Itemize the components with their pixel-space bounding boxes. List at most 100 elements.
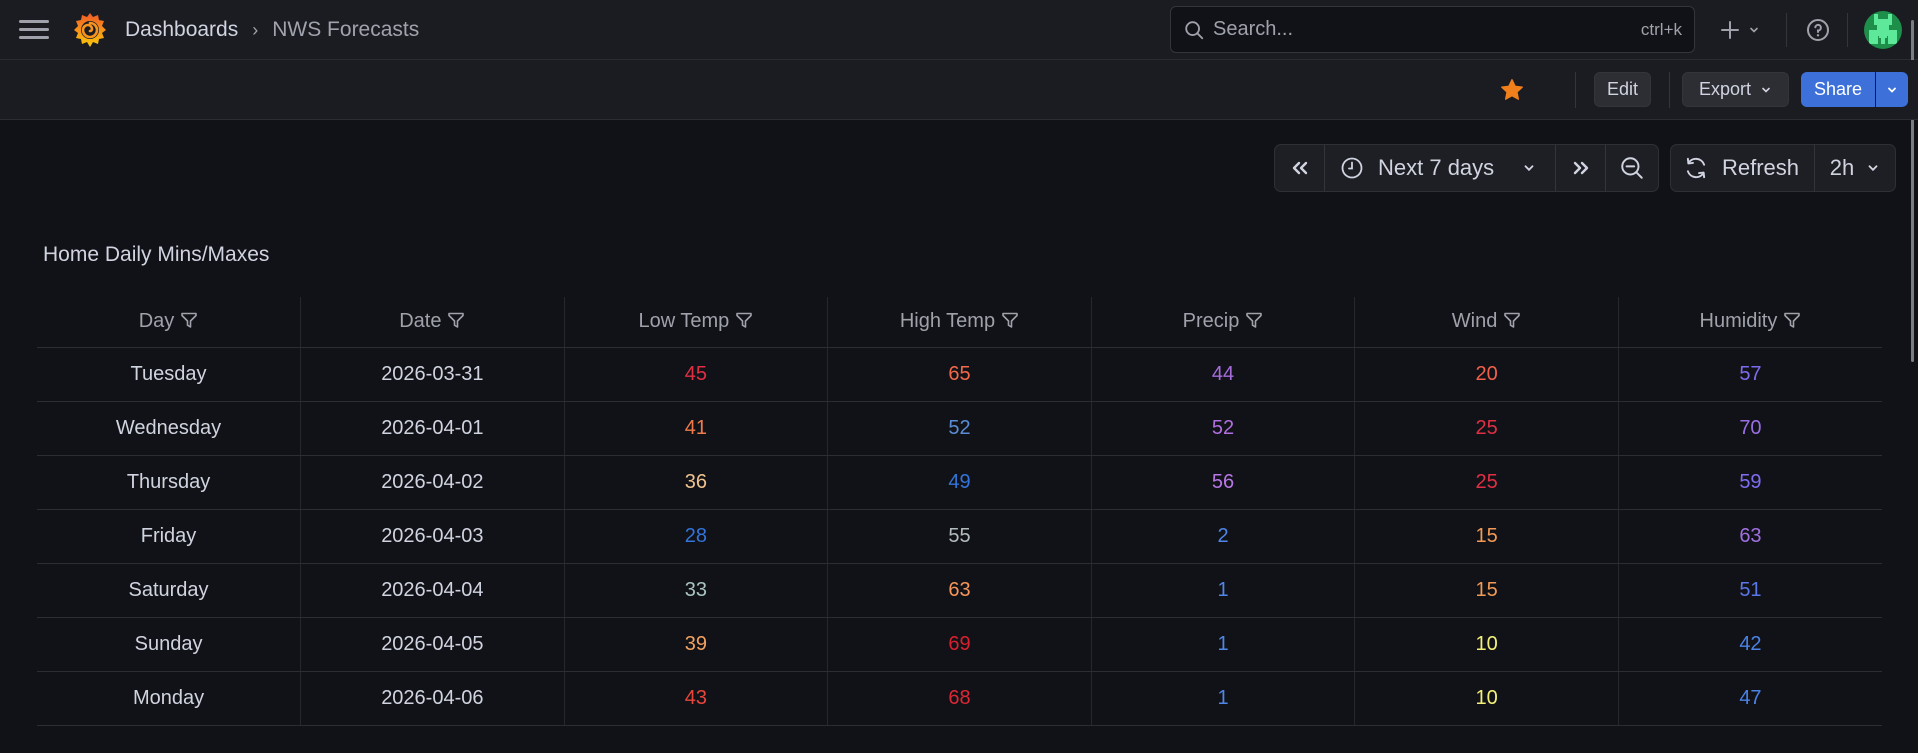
filter-icon[interactable] [735, 311, 753, 329]
cell-humidity: 42 [1617, 617, 1882, 672]
cell-wind: 25 [1354, 455, 1619, 510]
cell-humidity: 57 [1617, 347, 1882, 402]
filter-icon[interactable] [180, 311, 198, 329]
filter-icon[interactable] [1001, 311, 1019, 329]
filter-icon[interactable] [1503, 311, 1521, 329]
table-row: Saturday 2026-04-04 33 63 1 15 51 [37, 563, 1882, 618]
table-row: Sunday 2026-04-05 39 69 1 10 42 [37, 617, 1882, 672]
cell-humidity: 63 [1617, 509, 1882, 564]
search-shortcut-hint: ctrl+k [1640, 19, 1682, 39]
search-placeholder: Search... [1213, 18, 1294, 40]
chevron-down-icon [1868, 165, 1878, 172]
zoom-out-time-button[interactable] [1606, 145, 1658, 191]
cell-date: 2026-04-05 [300, 617, 565, 672]
share-button[interactable]: Share [1801, 72, 1875, 107]
time-range-label: Next 7 days [1378, 155, 1495, 180]
column-header-low-temp[interactable]: Low Temp [563, 297, 828, 348]
edit-button[interactable]: Edit [1594, 72, 1651, 107]
chevron-down-icon [1750, 27, 1758, 33]
cell-date: 2026-03-31 [300, 347, 565, 402]
time-range-dropdown[interactable]: Next 7 days [1325, 145, 1556, 191]
cell-humidity: 47 [1617, 671, 1882, 726]
filter-icon[interactable] [447, 311, 465, 329]
cell-low: 45 [563, 347, 828, 402]
cell-precip: 2 [1090, 509, 1355, 564]
table-row: Tuesday 2026-03-31 45 65 44 20 57 [37, 347, 1882, 402]
user-avatar[interactable] [1864, 11, 1902, 49]
time-shift-back-button[interactable] [1275, 145, 1325, 191]
table-header-row: Day Date Low Temp High Temp Precip Wind … [37, 297, 1882, 348]
cell-precip: 56 [1090, 455, 1355, 510]
star-icon [1501, 79, 1523, 100]
cell-wind: 25 [1354, 401, 1619, 456]
cell-humidity: 70 [1617, 401, 1882, 456]
panel-title: Home Daily Mins/Maxes [43, 243, 270, 266]
page-scrollbar[interactable] [1911, 20, 1914, 362]
hamburger-menu-icon[interactable] [19, 19, 49, 41]
export-button[interactable]: Export [1682, 72, 1789, 107]
cell-wind: 10 [1354, 671, 1619, 726]
cell-precip: 1 [1090, 671, 1355, 726]
cell-high: 69 [827, 617, 1092, 672]
divider [1786, 13, 1787, 47]
top-navbar: Dashboards › NWS Forecasts Search... ctr… [0, 0, 1918, 60]
column-header-label: High Temp [899, 310, 996, 333]
refresh-button[interactable]: Refresh [1671, 145, 1815, 191]
table-row: Wednesday 2026-04-01 41 52 52 25 70 [37, 401, 1882, 456]
cell-date: 2026-04-03 [300, 509, 565, 564]
cell-humidity: 51 [1617, 563, 1882, 618]
cell-precip: 1 [1090, 617, 1355, 672]
cell-low: 28 [563, 509, 828, 564]
breadcrumb-current-page: NWS Forecasts [272, 18, 420, 41]
search-icon [1185, 20, 1204, 39]
plus-icon [1721, 21, 1739, 39]
cell-day: Friday [37, 509, 301, 564]
breadcrumb-dashboards-link[interactable]: Dashboards [125, 18, 239, 41]
filter-icon[interactable] [1783, 311, 1801, 329]
cell-low: 33 [563, 563, 828, 618]
grafana-logo-icon[interactable] [72, 11, 108, 49]
cell-high: 68 [827, 671, 1092, 726]
double-chevron-left-icon [1292, 161, 1307, 175]
refresh-interval-value: 2h [1829, 155, 1855, 180]
add-new-button[interactable] [1715, 13, 1765, 47]
column-header-label: Low Temp [638, 310, 730, 333]
refresh-label: Refresh [1722, 155, 1800, 180]
column-header-high-temp[interactable]: High Temp [827, 297, 1092, 348]
column-header-date[interactable]: Date [300, 297, 565, 348]
breadcrumb-separator-icon: › [252, 19, 259, 40]
cell-day: Thursday [37, 455, 301, 510]
table-row: Monday 2026-04-06 43 68 1 10 47 [37, 671, 1882, 726]
refresh-interval-dropdown[interactable]: 2h [1815, 145, 1895, 191]
column-header-wind[interactable]: Wind [1354, 297, 1619, 348]
refresh-icon [1686, 157, 1706, 179]
help-button[interactable] [1802, 14, 1834, 46]
cell-low: 43 [563, 671, 828, 726]
cell-date: 2026-04-06 [300, 671, 565, 726]
chevron-down-icon [1888, 87, 1896, 93]
chevron-down-icon [1762, 87, 1770, 93]
time-shift-forward-button[interactable] [1556, 145, 1606, 191]
cell-wind: 10 [1354, 617, 1619, 672]
search-input[interactable]: Search... ctrl+k [1170, 6, 1695, 53]
column-header-precip[interactable]: Precip [1090, 297, 1355, 348]
cell-high: 49 [827, 455, 1092, 510]
mark-favorite-button[interactable] [1496, 74, 1528, 106]
share-button-label: Share [1813, 79, 1863, 99]
breadcrumb: Dashboards › NWS Forecasts [125, 0, 419, 60]
export-button-label: Export [1698, 79, 1752, 99]
cell-precip: 44 [1090, 347, 1355, 402]
cell-high: 63 [827, 563, 1092, 618]
column-header-humidity[interactable]: Humidity [1617, 297, 1882, 348]
share-options-dropdown[interactable] [1876, 72, 1908, 107]
edit-button-label: Edit [1606, 79, 1639, 99]
column-header-day[interactable]: Day [37, 297, 301, 348]
filter-icon[interactable] [1245, 311, 1263, 329]
cell-date: 2026-04-02 [300, 455, 565, 510]
cell-high: 65 [827, 347, 1092, 402]
help-icon [1807, 19, 1829, 41]
double-chevron-right-icon [1573, 161, 1588, 175]
column-header-label: Wind [1451, 310, 1498, 333]
cell-precip: 52 [1090, 401, 1355, 456]
divider [1669, 72, 1670, 108]
